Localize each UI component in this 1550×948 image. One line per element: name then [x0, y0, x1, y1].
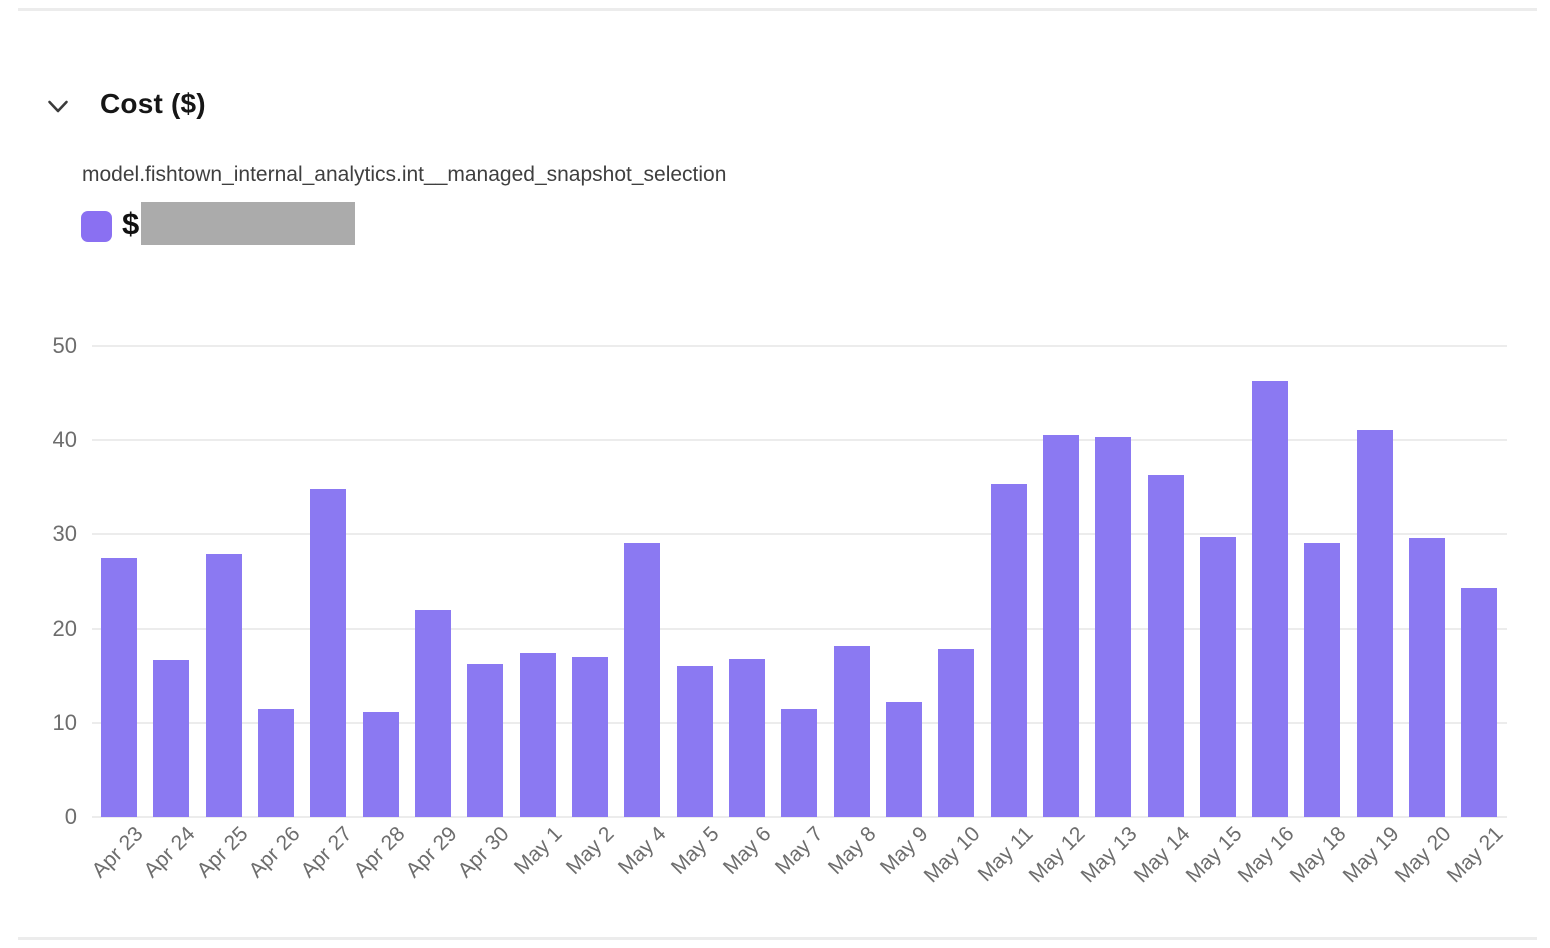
bar-apr-30[interactable] [467, 664, 504, 817]
y-axis-tick-label: 0 [64, 804, 77, 829]
bar-apr-28[interactable] [362, 712, 399, 817]
series-name: model.fishtown_internal_analytics.int__m… [82, 163, 727, 186]
bar-apr-26[interactable] [257, 708, 294, 817]
y-axis-tick-label: 40 [52, 427, 77, 453]
x-axis-tick-label: May 18 [1286, 822, 1352, 888]
x-axis-tick-label: May 20 [1390, 822, 1456, 888]
bar-may-2[interactable] [571, 656, 608, 817]
x-axis-tick-label: May 19 [1338, 822, 1404, 888]
bar-may-6[interactable] [728, 658, 765, 817]
bar-apr-24[interactable] [153, 659, 190, 817]
bar-may-5[interactable] [676, 666, 713, 817]
chevron-down-icon[interactable] [47, 99, 69, 115]
x-axis-tick-label: May 16 [1233, 822, 1299, 888]
legend-value-prefix: $ [122, 206, 140, 241]
x-axis-tick-label: May 5 [666, 822, 724, 879]
top-divider [18, 8, 1537, 11]
x-axis-tick-label: May 12 [1024, 822, 1090, 888]
x-axis-tick-label: May 7 [771, 822, 828, 879]
bar-may-19[interactable] [1356, 429, 1393, 817]
bar-may-16[interactable] [1252, 380, 1289, 817]
bar-apr-29[interactable] [414, 609, 451, 817]
x-axis-tick-label: May 1 [509, 822, 567, 879]
bar-may-13[interactable] [1095, 437, 1132, 817]
bar-may-20[interactable] [1409, 538, 1446, 817]
bar-may-18[interactable] [1304, 542, 1341, 817]
bar-may-8[interactable] [833, 646, 870, 817]
x-axis-tick-label: Apr 29 [401, 822, 462, 883]
bar-may-4[interactable] [624, 542, 661, 817]
legend-swatch [81, 211, 112, 242]
x-axis-tick-label: May 6 [718, 822, 776, 879]
x-axis-tick-label: Apr 25 [192, 822, 253, 883]
bar-may-21[interactable] [1461, 588, 1498, 817]
bar-may-10[interactable] [938, 649, 975, 817]
x-axis-tick-label: May 21 [1443, 822, 1508, 888]
x-axis-tick-label: Apr 30 [453, 822, 514, 883]
x-axis-tick-label: May 8 [823, 822, 881, 879]
gridline [92, 345, 1507, 347]
bar-may-12[interactable] [1042, 435, 1079, 817]
gridline [92, 439, 1507, 442]
section-title: Cost ($) [100, 88, 206, 119]
gridline [92, 816, 1507, 818]
bar-apr-25[interactable] [205, 554, 242, 817]
y-axis-tick-label: 20 [52, 615, 77, 641]
y-axis-tick-label: 10 [52, 709, 77, 735]
x-axis-tick-label: May 4 [614, 822, 671, 879]
gridline [92, 533, 1507, 536]
x-axis-tick-label: May 14 [1129, 822, 1195, 888]
bar-may-11[interactable] [990, 483, 1027, 817]
bar-may-9[interactable] [885, 702, 922, 817]
x-axis-tick-label: May 13 [1076, 822, 1142, 888]
bar-apr-23[interactable] [101, 557, 137, 817]
bar-may-7[interactable] [781, 708, 818, 817]
bar-may-1[interactable] [519, 653, 556, 817]
section-header: Cost ($) [0, 44, 1550, 119]
bar-may-14[interactable] [1147, 475, 1184, 817]
x-axis-tick-label: Apr 27 [296, 822, 357, 883]
x-axis-tick-label: Apr 23 [87, 822, 148, 883]
bar-may-15[interactable] [1199, 537, 1236, 817]
x-axis-tick-label: May 11 [973, 822, 1038, 887]
x-axis-tick-label: May 2 [561, 822, 619, 879]
y-axis-tick-label: 30 [52, 521, 77, 547]
x-axis-tick-label: Apr 28 [349, 822, 410, 883]
redacted-value-block [141, 202, 355, 245]
y-axis-tick-label: 50 [52, 333, 77, 358]
bar-apr-27[interactable] [310, 489, 347, 817]
gridline [92, 627, 1507, 630]
bottom-divider [18, 937, 1537, 940]
x-axis-tick-label: Apr 26 [244, 822, 305, 883]
x-axis-tick-label: May 15 [1181, 822, 1247, 888]
x-axis-tick-label: May 10 [919, 822, 985, 888]
x-axis-tick-label: Apr 24 [139, 822, 200, 883]
